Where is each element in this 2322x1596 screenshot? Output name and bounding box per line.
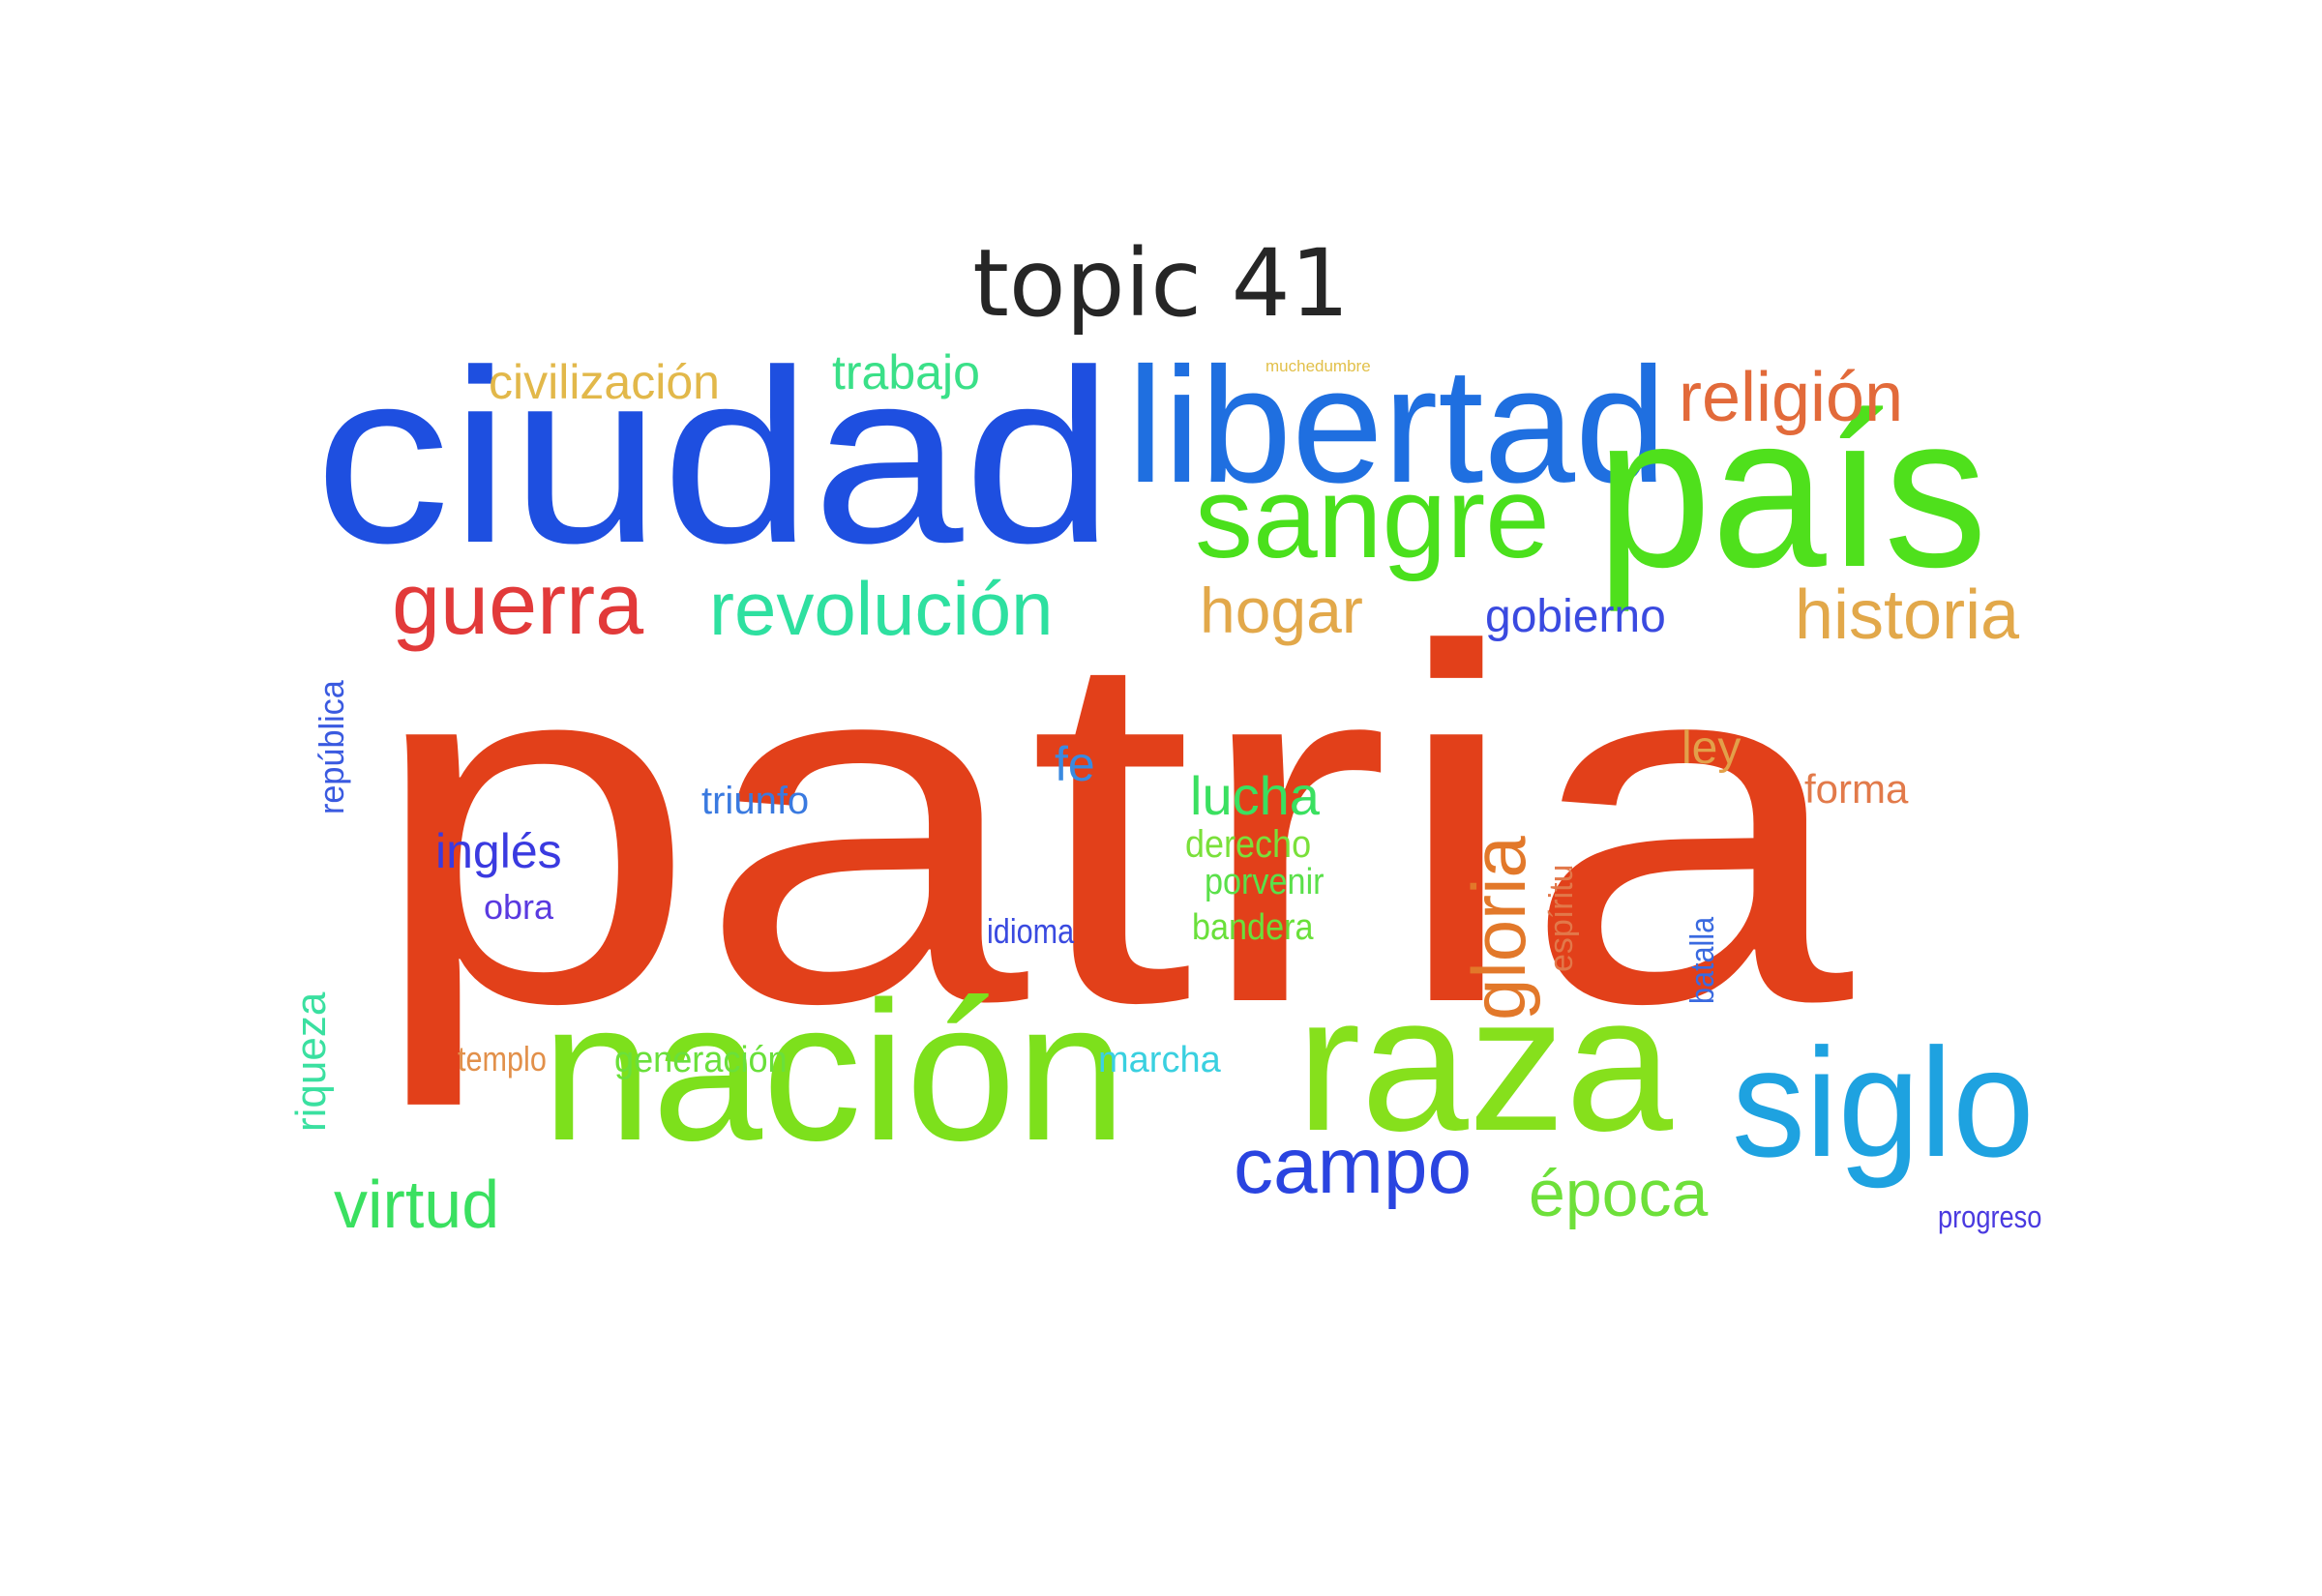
word-riqueza: riqueza bbox=[287, 991, 335, 1132]
word-nacion: nación bbox=[542, 961, 1127, 1182]
word-gobierno: gobierno bbox=[1485, 591, 1666, 642]
page-title: topic 41 bbox=[972, 229, 1350, 338]
word-siglo: siglo bbox=[1732, 1016, 2035, 1189]
word-derecho: derecho bbox=[1185, 823, 1312, 866]
word-muchedumbre: muchedumbre bbox=[1265, 357, 1371, 375]
word-guerra: guerra bbox=[392, 556, 644, 653]
word-hogar: hogar bbox=[1200, 575, 1363, 646]
word-generacion: generación bbox=[614, 1040, 788, 1080]
word-trabajo: trabajo bbox=[832, 345, 980, 399]
word-revolucion: revolución bbox=[709, 566, 1054, 651]
word-virtud: virtud bbox=[334, 1167, 500, 1242]
word-pais: país bbox=[1596, 369, 1988, 612]
word-forma: forma bbox=[1804, 766, 1909, 812]
word-gloria: gloria bbox=[1456, 836, 1541, 1020]
word-epoca: época bbox=[1529, 1157, 1709, 1230]
word-fe: fe bbox=[1055, 737, 1095, 791]
word-civilizacion: civilización bbox=[489, 355, 720, 409]
word-libertad: libertad bbox=[1127, 334, 1667, 517]
word-sangre: sangre bbox=[1195, 453, 1550, 582]
word-ciudad: ciudad bbox=[314, 319, 1115, 595]
word-patria: patria bbox=[368, 546, 1853, 1108]
word-espiritu: espíritu bbox=[1543, 864, 1580, 973]
word-idioma: idioma bbox=[987, 911, 1075, 951]
word-porvenir: porvenir bbox=[1205, 862, 1325, 902]
word-ingles: inglés bbox=[435, 824, 562, 878]
word-progreso: progreso bbox=[1938, 1199, 2042, 1234]
word-lucha: lucha bbox=[1190, 765, 1320, 826]
word-religion: religión bbox=[1679, 359, 1904, 436]
word-ley: ley bbox=[1682, 723, 1742, 774]
word-raza: raza bbox=[1296, 956, 1674, 1171]
word-historia: historia bbox=[1795, 576, 2020, 654]
word-republica: república bbox=[312, 680, 351, 814]
word-triunfo: triunfo bbox=[701, 780, 810, 822]
word-campo: campo bbox=[1234, 1122, 1473, 1210]
word-bandera: bandera bbox=[1192, 907, 1314, 948]
word-templo: templo bbox=[458, 1039, 547, 1079]
word-obra: obra bbox=[484, 887, 554, 927]
word-marcha: marcha bbox=[1098, 1040, 1221, 1080]
word-batalla: batalla bbox=[1684, 916, 1721, 1004]
